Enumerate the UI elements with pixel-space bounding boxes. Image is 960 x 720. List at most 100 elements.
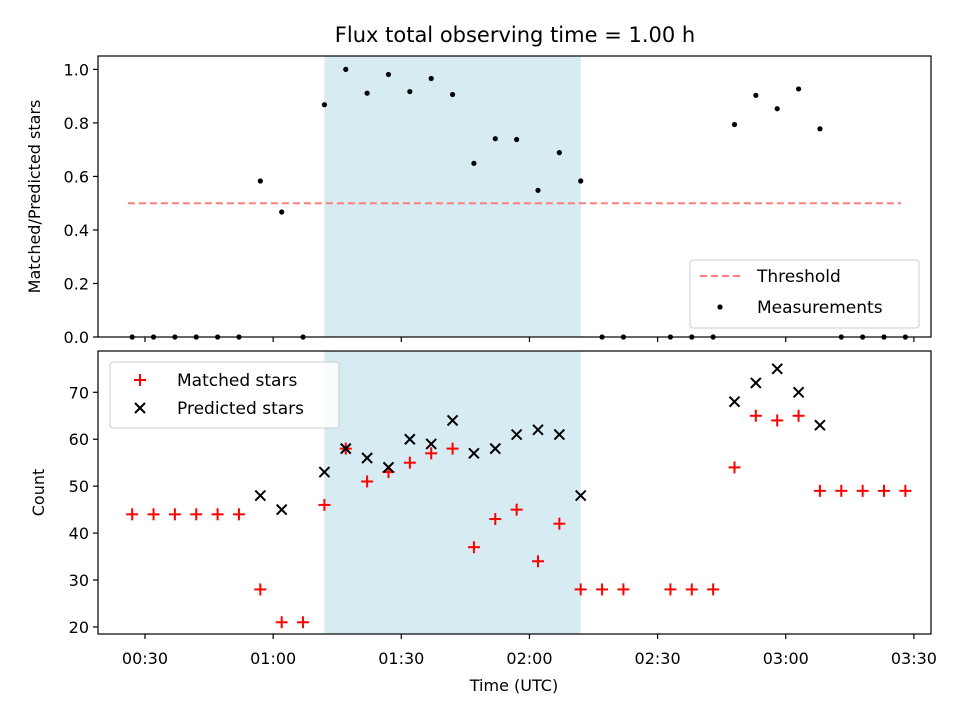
measurement-point [321, 102, 328, 108]
predicted-star-point [340, 442, 352, 455]
predicted-star-point [468, 447, 480, 460]
top-y-ticks: 0.0 0.2 0.4 0.6 0.8 1.0 [64, 60, 98, 347]
y-tick-label: 1.0 [64, 60, 89, 79]
y-tick-label: 50 [69, 477, 89, 496]
matched-star-point [749, 409, 762, 422]
bottom-axes-frame [97, 350, 932, 635]
predicted-star-point [489, 442, 501, 455]
legend-matched-label: Matched stars [177, 371, 297, 391]
predicted-star-point [575, 489, 587, 502]
matched-star-point [126, 508, 139, 521]
bottom-legend-box [109, 361, 340, 429]
predicted-star-point [446, 414, 459, 427]
x-tick-label: 03:30 [891, 649, 937, 668]
top-legend-box [689, 259, 920, 329]
measurement-point [535, 187, 541, 193]
measurement-point [364, 90, 370, 96]
predicted-star-point [361, 452, 373, 464]
measurement-point [774, 106, 780, 112]
matched-star-point [489, 513, 502, 526]
matched-star-point [190, 508, 203, 521]
legend-measurements-swatch [717, 304, 723, 310]
bottom-legend: Matched stars Predicted stars [109, 361, 340, 429]
matched-star-point [318, 498, 331, 511]
matched-star-point [467, 541, 480, 554]
measurement-point [753, 92, 759, 98]
top-x-ticks [144, 337, 915, 342]
predicted-star-point [532, 424, 544, 436]
y-tick-label: 0.6 [64, 167, 89, 186]
matched-star-point [403, 456, 416, 469]
bottom-axes: 20 30 40 50 60 70 00:30 01:00 01:30 02:00 02:30 03… [29, 350, 937, 695]
measurement-point [407, 88, 413, 95]
matched-star-point [617, 583, 630, 596]
x-tick-label: 01:30 [378, 649, 424, 668]
predicted-star-point [553, 428, 566, 441]
measurement-point [578, 178, 584, 184]
predicted-star-point [425, 438, 437, 450]
legend-measurements-label: Measurements [757, 298, 883, 318]
legend-threshold-label: Threshold [756, 267, 841, 287]
y-tick-label: 20 [69, 618, 89, 637]
y-tick-label: 30 [69, 571, 89, 590]
predicted-star-point [792, 386, 805, 399]
x-tick-label: 01:00 [250, 649, 296, 668]
matched-star-point [168, 508, 181, 521]
matched-star-point [275, 616, 288, 629]
y-tick-label: 0.2 [64, 274, 89, 293]
matched-star-point [531, 555, 544, 568]
matched-star-point [147, 508, 160, 521]
predicted-star-point [510, 428, 523, 441]
measurement-point [492, 136, 498, 142]
y-tick-label: 0.4 [64, 221, 89, 240]
matched-star-point [856, 484, 869, 497]
y-tick-label: 60 [69, 430, 89, 449]
measurement-point [428, 75, 434, 82]
measurement-point [514, 136, 520, 143]
legend-predicted-swatch [134, 402, 146, 414]
matched-star-point [835, 484, 848, 497]
y-tick-label: 70 [69, 383, 89, 402]
top-axes-frame [97, 55, 932, 338]
predicted-star-point [382, 461, 395, 474]
x-tick-label: 02:30 [635, 649, 681, 668]
matched-star-point [813, 484, 826, 497]
measurement-point [279, 209, 285, 215]
measurement-point [795, 86, 802, 92]
predicted-star-point [750, 377, 762, 389]
measurement-point [731, 121, 738, 128]
y-tick-label: 0.0 [64, 328, 89, 347]
matched-star-point [596, 583, 609, 596]
bottom-x-ticks: 00:30 01:00 01:30 02:00 02:30 03:00 03:30 [122, 634, 937, 668]
y-tick-label: 0.8 [64, 114, 89, 133]
matched-star-point [361, 475, 374, 488]
matched-star-point [254, 583, 267, 596]
matched-star-point [664, 583, 677, 596]
x-tick-label: 00:30 [122, 649, 168, 668]
predicted-star-point [254, 489, 267, 502]
measurement-point [471, 160, 477, 166]
measurement-point [343, 66, 349, 72]
x-tick-label: 03:00 [763, 649, 809, 668]
legend-predicted-label: Predicted stars [177, 399, 304, 419]
matched-star-point [510, 503, 523, 516]
matched-star-point [574, 583, 587, 596]
matched-star-point [728, 461, 741, 474]
predicted-star-point [814, 419, 826, 431]
measurement-point [385, 71, 392, 78]
predicted-star-point [771, 363, 783, 375]
matched-star-point [878, 484, 891, 497]
matched-star-point [425, 447, 438, 460]
measurement-point [257, 178, 263, 184]
matched-star-point [707, 583, 720, 596]
y-tick-label: 40 [69, 524, 89, 543]
matched-star-point [211, 508, 224, 521]
shaded-interval [324, 351, 581, 634]
predicted-star-point [318, 466, 331, 478]
top-legend: Threshold Measurements [689, 259, 920, 329]
legend-matched-swatch [134, 374, 146, 386]
predicted-star-point [275, 503, 288, 516]
x-tick-label: 02:00 [506, 649, 552, 668]
measurement-point [817, 126, 823, 132]
